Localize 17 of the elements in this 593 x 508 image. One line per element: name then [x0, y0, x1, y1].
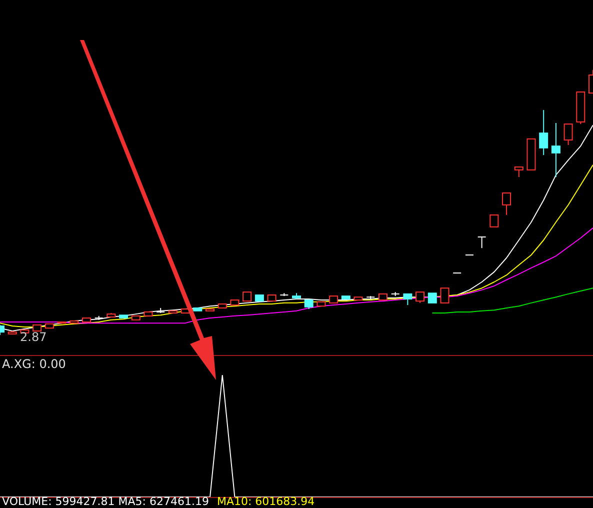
candlestick	[502, 192, 512, 216]
candlestick	[428, 292, 437, 304]
candlestick	[304, 300, 314, 310]
chart-title: A.XG: 0.00	[2, 357, 66, 371]
candlestick	[416, 292, 425, 304]
candlestick	[242, 292, 252, 302]
candlestick	[490, 214, 499, 228]
candlestick	[564, 124, 573, 146]
annotation: MA10: 601683.94	[216, 495, 315, 508]
candlestick	[539, 110, 548, 156]
candlestick	[477, 236, 486, 249]
candlestick	[440, 288, 450, 304]
annotation: 2.87	[20, 330, 47, 344]
candlestick	[551, 122, 560, 178]
candlestick	[514, 166, 524, 178]
annotation: VOLUME: 599427.81 MA5: 627461.19	[2, 495, 209, 508]
candlestick	[403, 293, 412, 306]
